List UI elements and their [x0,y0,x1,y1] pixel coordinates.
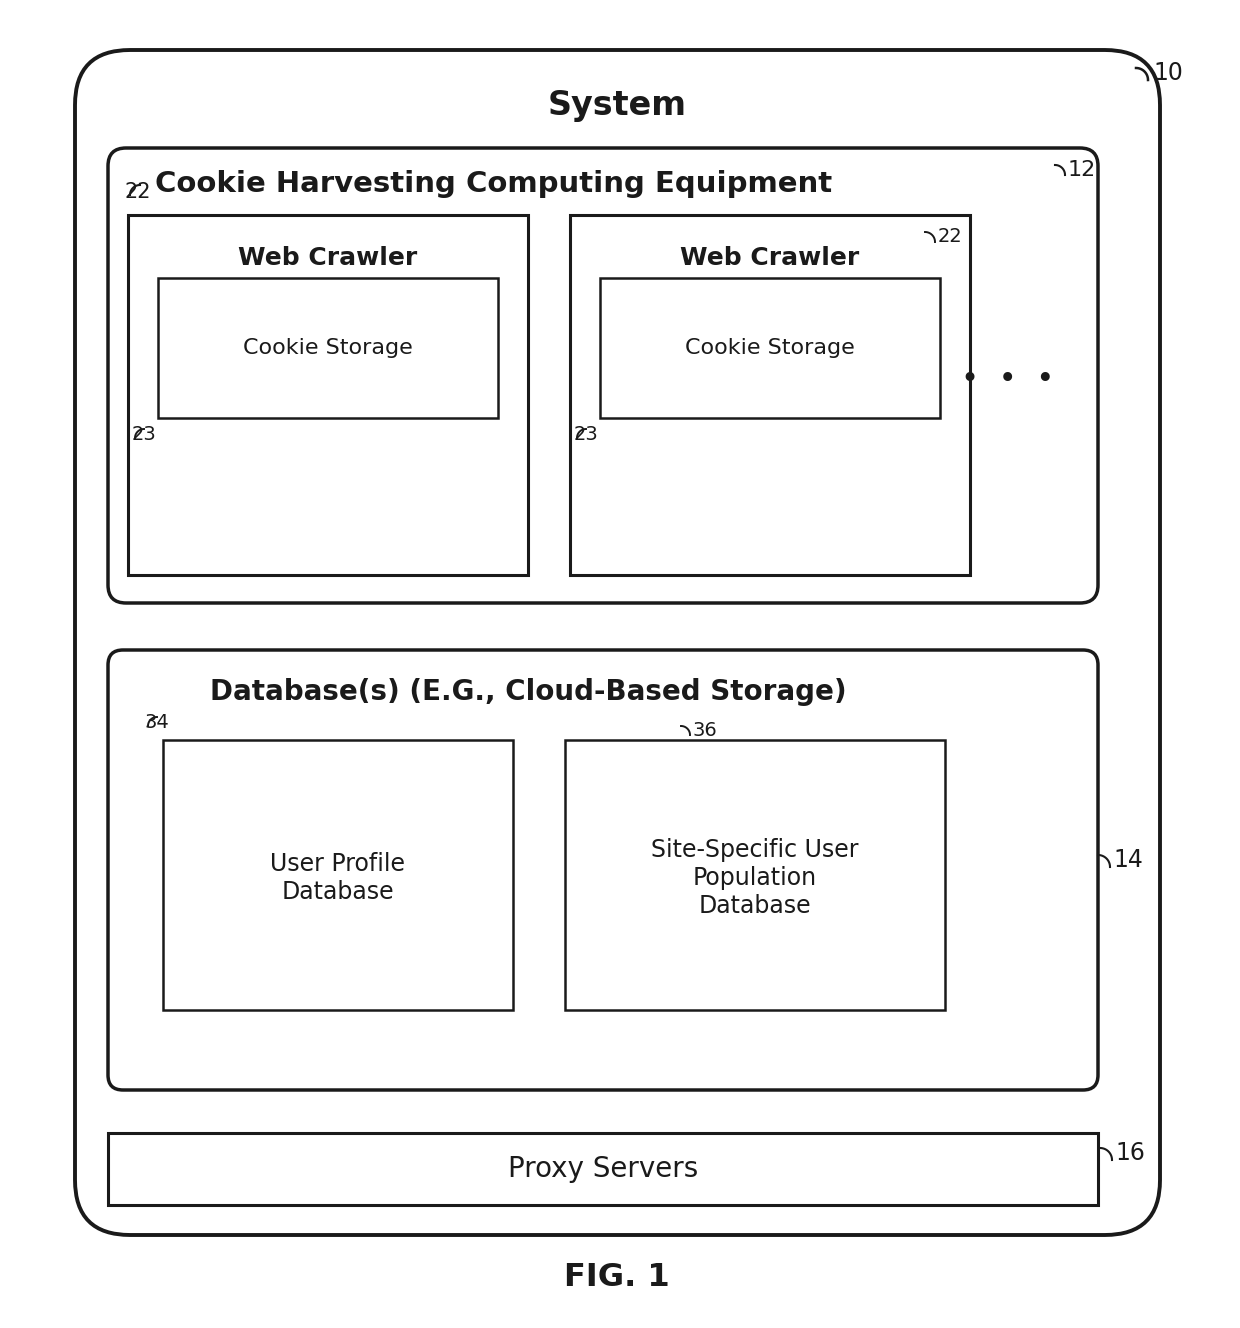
Bar [565,740,945,1011]
Text: 10: 10 [1153,61,1183,85]
FancyBboxPatch shape [108,147,1097,603]
Bar [162,740,513,1011]
Text: Cookie Storage: Cookie Storage [686,339,854,359]
FancyBboxPatch shape [108,649,1097,1090]
Text: 14: 14 [1114,849,1143,872]
Text: 22: 22 [937,227,962,247]
Text: Web Crawler: Web Crawler [238,246,418,270]
Bar [600,278,940,418]
Bar [157,278,498,418]
Text: 36: 36 [693,721,718,740]
Text: Site-Specific User
Population
Database: Site-Specific User Population Database [651,838,859,918]
Text: 23: 23 [131,425,156,445]
Bar [108,1133,1097,1204]
Text: 12: 12 [1068,159,1096,181]
Text: FIG. 1: FIG. 1 [564,1263,670,1293]
Text: System: System [548,89,687,121]
Text: User Profile
Database: User Profile Database [270,853,405,904]
Text: 16: 16 [1115,1141,1145,1165]
FancyBboxPatch shape [74,50,1159,1235]
Text: Database(s) (E.G., Cloud-Based Storage): Database(s) (E.G., Cloud-Based Storage) [210,679,847,706]
Text: 22: 22 [125,182,151,202]
Bar [570,215,970,575]
Text: Cookie Storage: Cookie Storage [243,339,413,359]
Text: Proxy Servers: Proxy Servers [508,1155,698,1183]
Text: •  •  •: • • • [961,365,1055,394]
Text: 34: 34 [145,713,170,733]
Text: 23: 23 [574,425,599,445]
Text: Web Crawler: Web Crawler [681,246,859,270]
Text: Cookie Harvesting Computing Equipment: Cookie Harvesting Computing Equipment [155,170,832,198]
Bar [128,215,528,575]
